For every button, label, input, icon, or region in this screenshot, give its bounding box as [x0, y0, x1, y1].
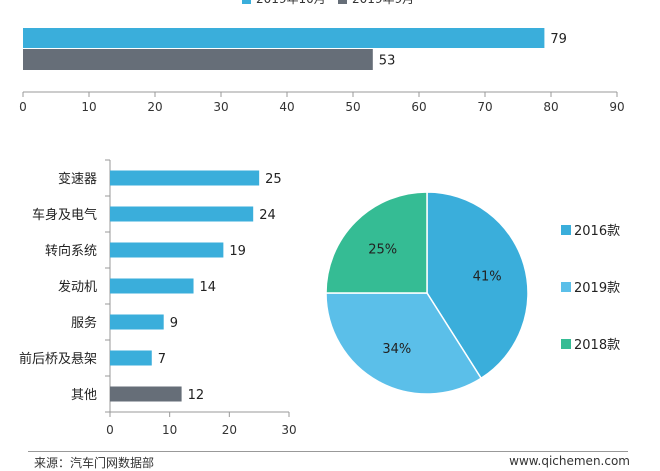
data-label: 19 [229, 244, 246, 259]
category-label: 其他 [71, 388, 97, 403]
category-label: 服务 [71, 315, 97, 331]
x-tick-label: 50 [345, 100, 360, 114]
x-tick-label: 20 [222, 423, 237, 437]
data-label: 14 [200, 280, 217, 295]
bar [110, 242, 224, 258]
x-tick-label: 10 [81, 100, 96, 114]
legend-label: 2016款 [574, 224, 620, 239]
x-tick-label: 0 [19, 100, 27, 114]
x-tick-label: 70 [477, 100, 492, 114]
bar [110, 350, 152, 366]
legend-label: 2019款 [574, 281, 620, 296]
category-label: 车身及电气 [32, 207, 97, 223]
legend-swatch [561, 225, 571, 235]
data-label: 7 [158, 352, 166, 367]
bar [23, 28, 545, 48]
slice-label: 34% [382, 342, 411, 357]
x-tick-label: 20 [147, 100, 162, 114]
x-tick-label: 0 [106, 423, 114, 437]
data-label: 79 [550, 32, 567, 47]
bar [110, 278, 194, 294]
x-tick-label: 30 [281, 423, 296, 437]
category-label: 发动机 [58, 279, 97, 295]
data-label: 24 [259, 208, 276, 223]
legend-label: 2019年10月 [256, 0, 326, 6]
x-tick-label: 40 [279, 100, 294, 114]
model-year-pie-chart: 41% 34% 25% 2016款 2019款 2018款 [325, 191, 620, 395]
data-label: 9 [170, 316, 178, 331]
legend-swatch [561, 339, 571, 349]
bar [110, 314, 164, 330]
bar [23, 49, 373, 70]
x-tick-label: 90 [609, 100, 624, 114]
legend-swatch [242, 0, 251, 4]
bar [110, 206, 254, 222]
category-label: 变速器 [58, 171, 97, 187]
legend-label: 2018款 [574, 338, 620, 353]
x-tick-label: 60 [411, 100, 426, 114]
footer-source: 来源：汽车门网数据部 [34, 456, 155, 470]
pie-slice [325, 191, 428, 294]
slice-label: 25% [368, 243, 397, 258]
footer-divider [28, 451, 628, 452]
bar [110, 386, 182, 402]
legend-swatch [561, 282, 571, 292]
legend-swatch [338, 0, 347, 4]
x-tick-label: 10 [162, 423, 177, 437]
legend-label: 2019年9月 [352, 0, 414, 6]
data-label: 53 [379, 54, 396, 69]
x-tick-label: 80 [543, 100, 558, 114]
data-label: 25 [265, 172, 282, 187]
x-tick-label: 30 [213, 100, 228, 114]
footer-site: www.qichemen.com [509, 454, 630, 468]
pie-slice [325, 292, 483, 395]
category-label: 转向系统 [45, 243, 97, 259]
component-bar-chart: 变速器 25 车身及电气 24 转向系统 19 发动机 14 服务 9 前后桥及悬架 7 其他 12 0 10… [19, 159, 297, 437]
bar [110, 170, 260, 186]
slice-label: 41% [473, 270, 502, 285]
data-label: 12 [188, 388, 205, 403]
category-label: 前后桥及悬架 [19, 351, 97, 367]
top-bar-chart: 2019年10月 2019年9月 79 53 0 10 20 30 40 50 60 70 80 90 [19, 0, 625, 114]
